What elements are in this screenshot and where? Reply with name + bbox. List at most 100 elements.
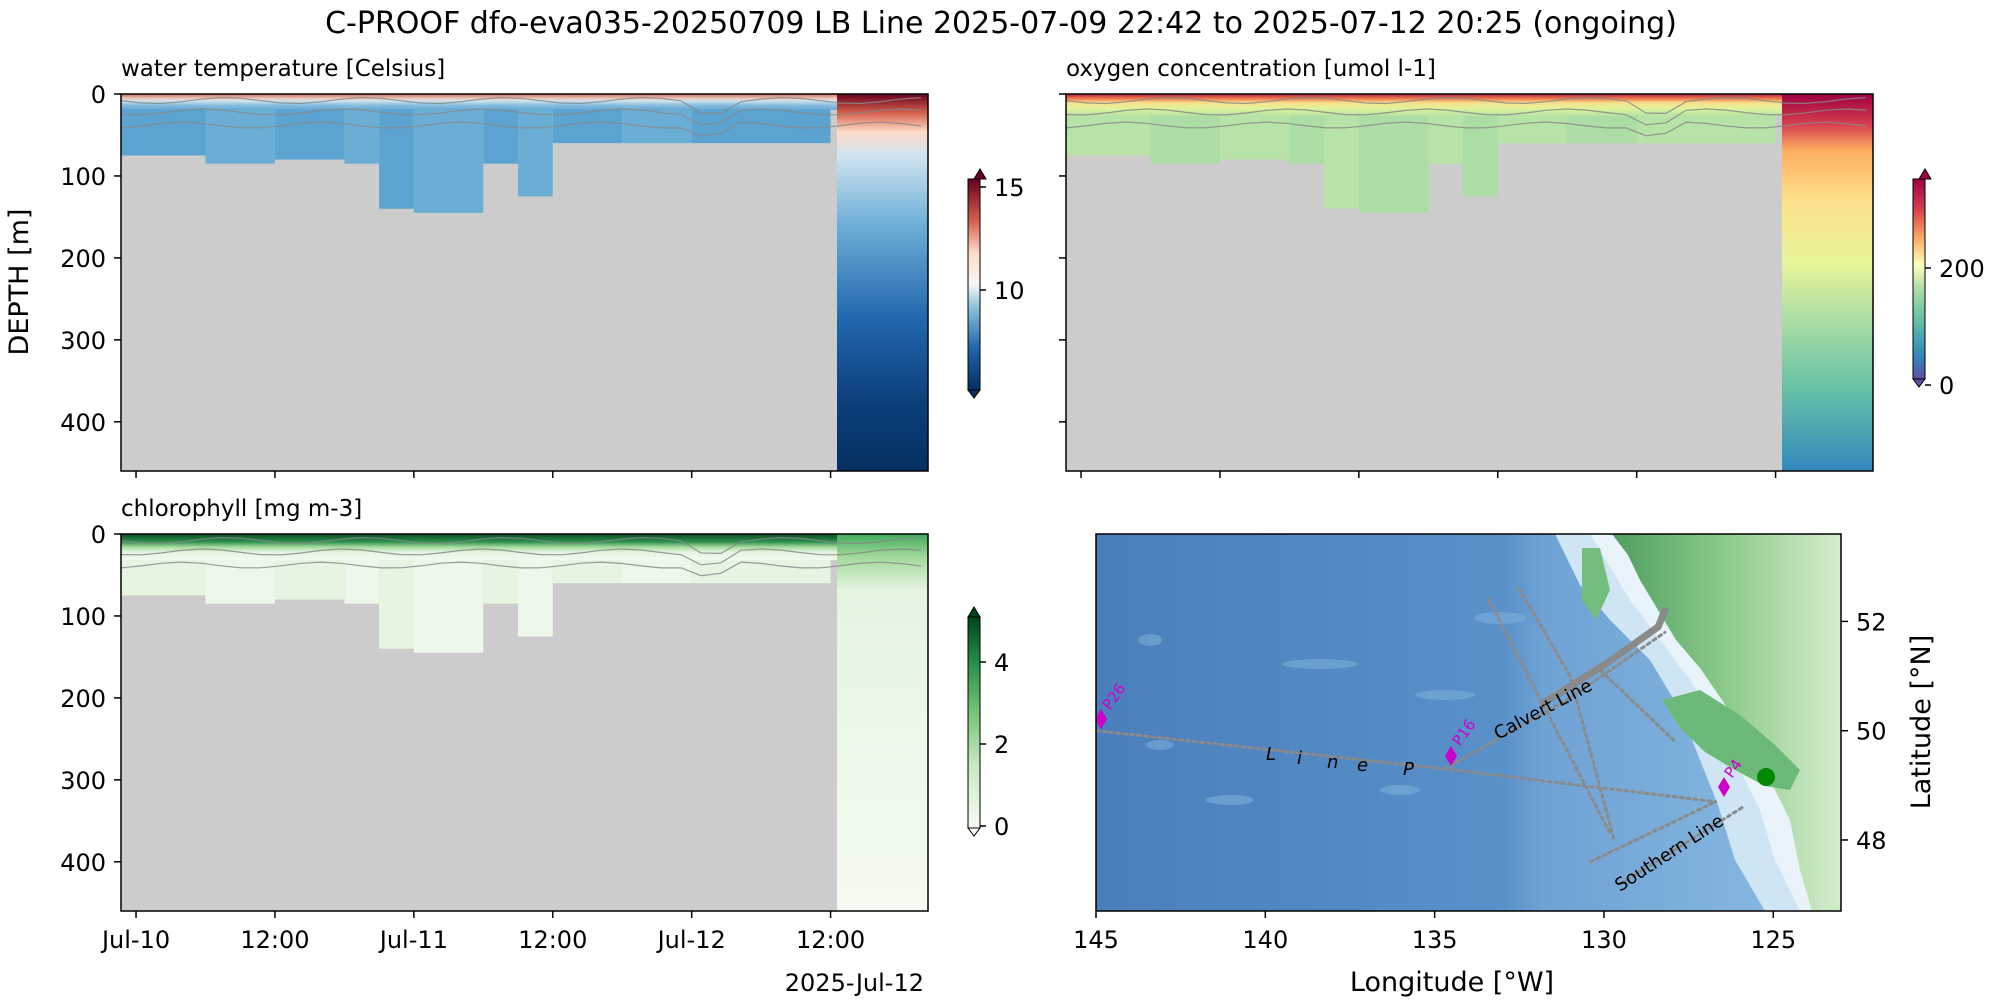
temperature-profile-column (518, 94, 553, 197)
chlorophyll-colorbar: 0 2 4 (967, 606, 1009, 841)
chlorophyll-isoline (121, 561, 922, 577)
line-p-letter: P (1403, 759, 1414, 780)
oxygen-heatmap (1066, 94, 1873, 471)
temperature-colorbar: 10 15 (967, 168, 1025, 399)
chlorophyll-y-axis: 0 100 200 300 400 (60, 521, 121, 877)
depth-tick-label: 100 (60, 603, 106, 631)
line-p-letter: L (1266, 744, 1276, 765)
longitude-tick-label: 145 (1073, 926, 1119, 954)
chlorophyll-colorbar-tick-label: 4 (994, 649, 1009, 677)
glider-track (1517, 587, 1616, 842)
longitude-axis-label: Longitude [°W] (1350, 967, 1554, 998)
chlorophyll-x-axis: Jul-10 12:00 Jul-11 12:00 Jul-12 12:00 (100, 911, 865, 954)
oxygen-surface-layer (1066, 94, 1782, 116)
oxygen-colorbar-tick-label: 0 (1939, 372, 1954, 400)
depth-tick-label: 300 (60, 327, 106, 355)
depth-tick-label: 0 (91, 81, 106, 109)
glider-track (1487, 598, 1613, 836)
oxygen-isoline (1066, 108, 1867, 126)
oxygen-axes-frame (1065, 93, 1874, 472)
oxygen-colorbar-min-extend (1912, 378, 1926, 388)
temperature-isoline (121, 108, 922, 126)
map-axes-frame (1095, 533, 1842, 912)
longitude-tick-label: 130 (1581, 926, 1627, 954)
latitude-tick-label: 48 (1856, 827, 1887, 855)
chlorophyll-axes-frame (120, 533, 929, 912)
oxygen-colorbar-bar (1912, 178, 1926, 380)
depth-tick-label: 0 (91, 521, 106, 549)
mainland (1612, 534, 1841, 911)
line-p-letter: i (1297, 748, 1302, 769)
oxygen-isoline (1066, 96, 1867, 115)
temperature-colorbar-min-extend (967, 389, 981, 399)
oxygen-contours (1066, 96, 1867, 137)
time-tick-label: 12:00 (796, 926, 865, 954)
chlorophyll-colorbar-min-extend (967, 827, 981, 837)
time-tick-label: 12:00 (240, 926, 309, 954)
oxygen-isoline (1066, 121, 1867, 137)
chlorophyll-panel-title: chlorophyll [mg m-3] (121, 496, 362, 522)
seamount (1138, 634, 1162, 646)
latitude-tick-label: 52 (1856, 608, 1887, 636)
longitude-tick-label: 140 (1242, 926, 1288, 954)
seamount (1380, 785, 1420, 795)
oxygen-colorbar-max-extend (1918, 168, 1932, 180)
temperature-x-ticks (135, 471, 832, 478)
chlorophyll-colorbar-tick-label: 2 (994, 731, 1009, 759)
temperature-heatmap (121, 94, 928, 471)
glider-tracks (1096, 587, 1745, 886)
chlorophyll-colorbar-bar (967, 616, 981, 829)
time-tick-label: Jul-10 (100, 926, 170, 954)
oxygen-panel: oxygen concentration [umol l-1] 0 200 (1059, 56, 1985, 478)
latitude-tick-label: 50 (1856, 718, 1887, 746)
temperature-isoline (121, 96, 922, 115)
time-tick-label: Jul-12 (656, 926, 726, 954)
oxygen-colorbar: 0 200 (1912, 168, 1985, 400)
oxygen-colorbar-tick-label: 200 (1939, 255, 1985, 283)
chlorophyll-heatmap (121, 534, 928, 911)
temperature-panel-title: water temperature [Celsius] (121, 56, 445, 82)
oxygen-panel-title: oxygen concentration [umol l-1] (1066, 56, 1436, 82)
temperature-colorbar-max-extend (973, 168, 987, 180)
vancouver-island (1662, 690, 1800, 790)
line-p-letter: n (1327, 752, 1338, 773)
seamount (1206, 795, 1254, 805)
seamounts (1138, 612, 1526, 805)
depth-tick-label: 200 (60, 685, 106, 713)
station-marker (1445, 746, 1457, 766)
temperature-contours (121, 96, 922, 137)
station-marker (1096, 709, 1107, 729)
seamount (1146, 740, 1174, 750)
temperature-axes-frame (120, 93, 929, 472)
glider-track (1599, 669, 1677, 744)
time-tick-label: 12:00 (518, 926, 587, 954)
seamount (1282, 659, 1358, 669)
depth-tick-label: 100 (60, 163, 106, 191)
date-offset-label: 2025-Jul-12 (785, 969, 924, 997)
chlorophyll-panel: chlorophyll [mg m-3] 0 100 200 300 400 Jul-1… (60, 496, 1009, 997)
figure-title: C-PROOF dfo-eva035-20250709 LB Line 2025… (325, 6, 1677, 41)
chlorophyll-contours (121, 536, 922, 577)
map-panel: L i n e P Calvert Line Southern Line P26… (1073, 533, 1937, 998)
depth-tick-label: 300 (60, 767, 106, 795)
chlorophyll-isoline (121, 548, 922, 566)
glider-position-marker (1757, 768, 1775, 786)
map-x-axis: 145 140 135 130 125 (1073, 911, 1796, 954)
seamount (1415, 690, 1475, 700)
temperature-colorbar-tick-label: 10 (994, 277, 1025, 305)
glider-track (1619, 805, 1745, 886)
longitude-tick-label: 125 (1750, 926, 1796, 954)
time-tick-label: Jul-11 (378, 926, 448, 954)
station-marker (1718, 777, 1730, 797)
map-y-axis: 52 50 48 (1841, 608, 1887, 855)
line-p-letter: e (1357, 755, 1368, 776)
temperature-y-axis: 0 100 200 300 400 (60, 81, 121, 437)
temperature-colorbar-bar (967, 178, 981, 391)
oxygen-deep-profile (1782, 94, 1873, 471)
glider-track (1588, 800, 1718, 864)
temperature-profile-column (379, 94, 414, 209)
depth-tick-label: 400 (60, 409, 106, 437)
glider-track (1443, 630, 1667, 771)
depth-tick-label: 400 (60, 849, 106, 877)
